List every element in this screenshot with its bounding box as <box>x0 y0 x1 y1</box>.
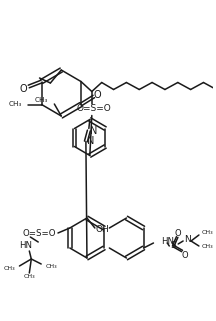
Text: CH₃: CH₃ <box>8 101 22 108</box>
Text: HN: HN <box>19 241 32 250</box>
Text: HN: HN <box>161 238 174 247</box>
Text: CH₃: CH₃ <box>202 230 213 236</box>
Text: O=S=O: O=S=O <box>76 104 111 113</box>
Text: CH₃: CH₃ <box>35 97 48 103</box>
Text: N: N <box>87 136 95 146</box>
Text: CH₃: CH₃ <box>45 264 57 268</box>
Text: S: S <box>170 241 176 250</box>
Text: O: O <box>94 90 102 100</box>
Text: CH₃: CH₃ <box>24 274 35 280</box>
Text: O: O <box>182 250 188 259</box>
Text: N: N <box>184 236 191 245</box>
Text: CH₃: CH₃ <box>4 266 16 272</box>
Text: OH: OH <box>96 224 110 233</box>
Text: O: O <box>20 83 28 93</box>
Text: O=S=O: O=S=O <box>22 230 56 239</box>
Text: CH₃: CH₃ <box>202 245 213 249</box>
Text: O: O <box>175 230 181 239</box>
Text: N: N <box>90 126 97 135</box>
